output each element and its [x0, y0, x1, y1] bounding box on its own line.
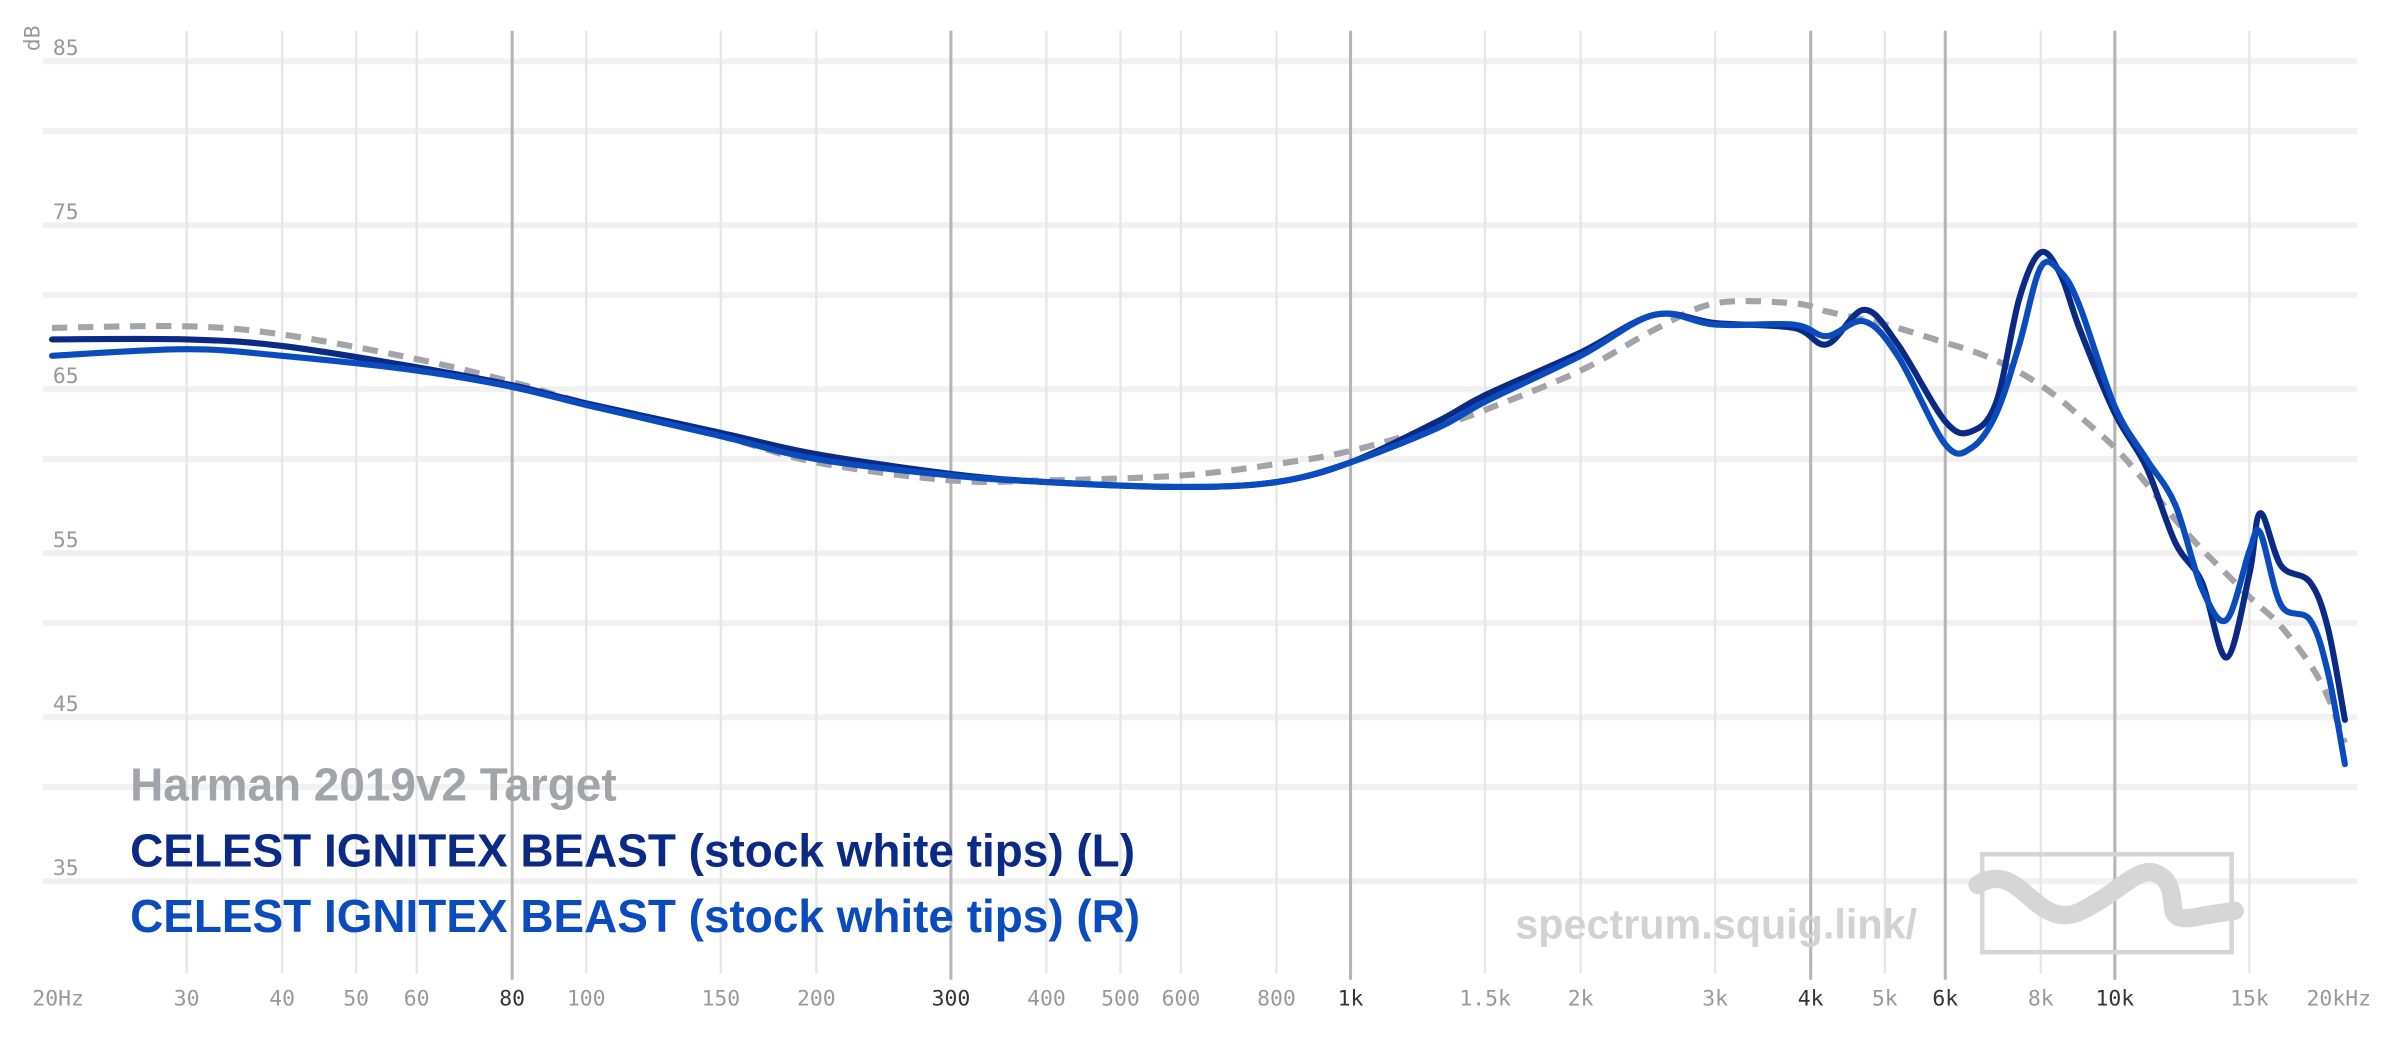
x-tick-label: 2k [1568, 987, 1594, 1012]
x-tick-label: 20Hz [32, 987, 84, 1012]
y-tick-label: 35 [53, 856, 79, 881]
watermark: spectrum.squig.link/ [1515, 902, 1917, 948]
legend-entry: Harman 2019v2 Target [130, 759, 617, 811]
x-tick-label: 150 [702, 987, 741, 1012]
x-tick-label: 60 [404, 987, 430, 1012]
x-tick-label: 15k [2230, 987, 2269, 1012]
legend-entry: CELEST IGNITEX BEAST (stock white tips) … [130, 890, 1140, 942]
x-tick-label: 6k [1932, 987, 1958, 1012]
y-axis-label: dB [21, 25, 46, 51]
x-tick-label: 300 [932, 987, 971, 1012]
x-tick-label: 40 [269, 987, 295, 1012]
x-tick-label: 5k [1872, 987, 1898, 1012]
x-tick-label: 4k [1798, 987, 1824, 1012]
grid [42, 30, 2358, 974]
legend-entry: CELEST IGNITEX BEAST (stock white tips) … [130, 824, 1135, 876]
y-tick-label: 75 [53, 200, 79, 225]
watermark-logo [1968, 851, 2244, 955]
x-tick-label: 400 [1027, 987, 1066, 1012]
x-tick-label: 8k [2028, 987, 2054, 1012]
x-tick-label: 1k [1338, 987, 1364, 1012]
y-tick-label: 85 [53, 36, 79, 61]
x-tick-label: 20kHz [2307, 987, 2371, 1012]
x-tick-label: 80 [499, 987, 525, 1012]
y-tick-label: 45 [53, 692, 79, 717]
x-tick-label: 1.5k [1459, 987, 1511, 1012]
y-tick-label: 65 [53, 364, 79, 389]
x-tick-label: 600 [1162, 987, 1201, 1012]
x-tick-label: 50 [343, 987, 369, 1012]
series-line [48, 258, 2348, 768]
x-tick-label: 200 [797, 987, 836, 1012]
x-tick-label: 100 [567, 987, 606, 1012]
x-tick-label: 800 [1257, 987, 1296, 1012]
x-tick-label: 10k [2095, 987, 2134, 1012]
x-tick-label: 30 [174, 987, 200, 1012]
y-tick-label: 55 [53, 528, 79, 553]
x-tick-label: 3k [1702, 987, 1728, 1012]
x-tick-label: 500 [1101, 987, 1140, 1012]
